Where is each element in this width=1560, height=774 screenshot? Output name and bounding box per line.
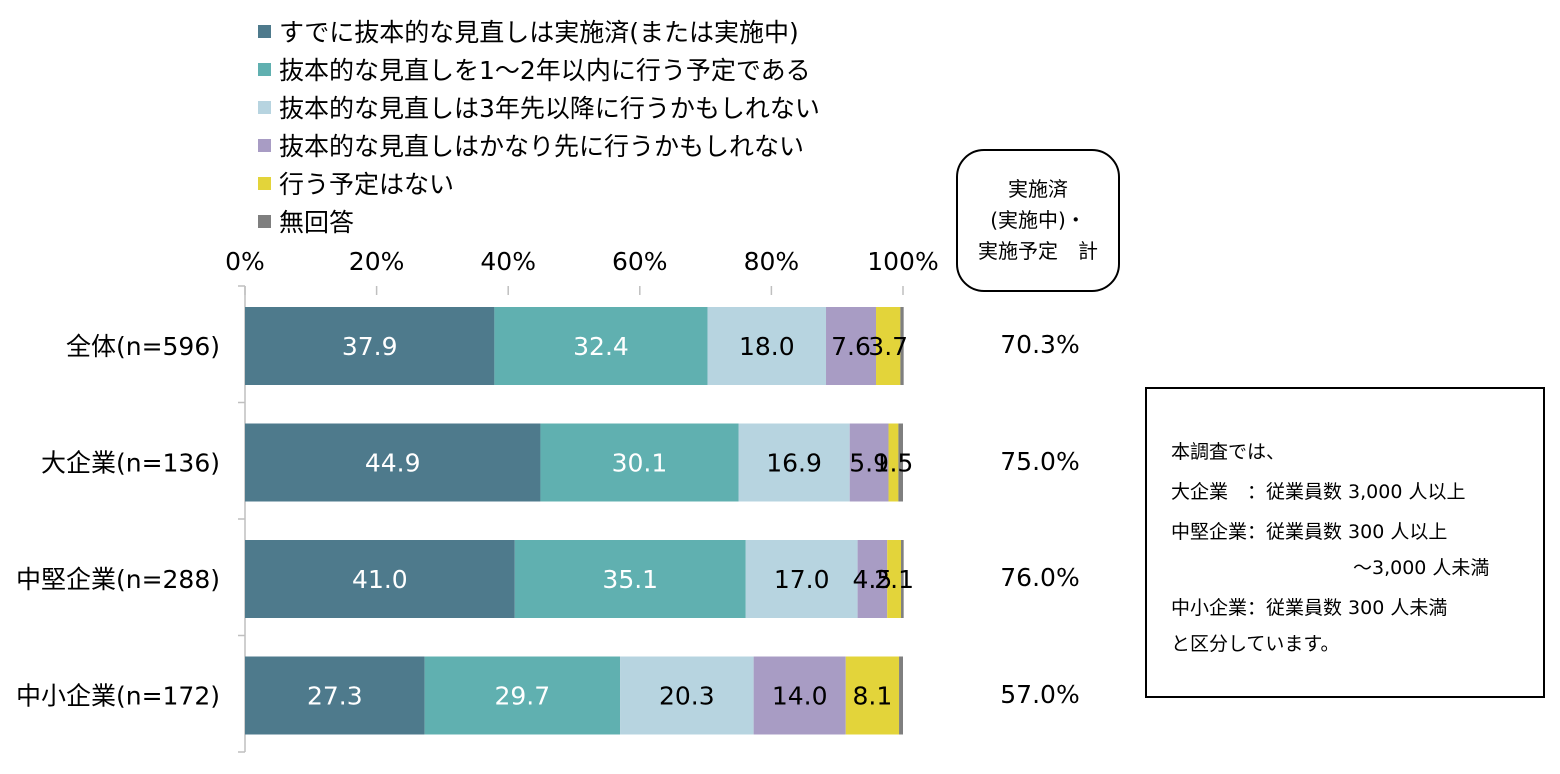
legend-label: すでに抜本的な見直しは実施済(または実施中) <box>279 18 799 47</box>
legend-label: 抜本的な見直しを1～2年以内に行う予定である <box>279 56 811 85</box>
bar-segment <box>245 423 541 502</box>
note-line: 大企業 ：従業員数 3,000 人以上 <box>1171 481 1466 503</box>
data-label: 8.1 <box>853 682 893 711</box>
data-label: 41.0 <box>352 565 408 594</box>
category-label: 中小企業(n=172) <box>16 682 220 711</box>
bar-segment <box>494 307 708 385</box>
category-label: 全体(n=596) <box>66 332 220 361</box>
data-label: 27.3 <box>307 682 363 711</box>
x-tick-label: 0% <box>225 247 265 276</box>
legend-swatch <box>258 62 271 76</box>
total-value: 57.0% <box>1000 680 1080 709</box>
bar-segment <box>899 656 903 735</box>
x-tick-label: 100% <box>867 247 938 276</box>
x-tick-label: 60% <box>612 247 668 276</box>
labels-layer: 全体(n=596) 37.9 32.4 18.0 7.63.7 大企業(n=136) 44.… <box>16 332 914 711</box>
x-tick-label: 40% <box>480 247 536 276</box>
legend-item: 行う予定はない <box>258 164 820 202</box>
data-label: 29.7 <box>495 682 551 711</box>
bar-segment <box>738 423 850 502</box>
category-label: 大企業(n=136) <box>41 449 220 478</box>
bar-segment <box>753 656 846 735</box>
data-label: 32.4 <box>573 332 629 361</box>
note-line: 中堅企業：従業員数 300 人以上 <box>1171 521 1448 543</box>
legend-label: 抜本的な見直しはかなり先に行うかもしれない <box>279 132 805 161</box>
legend-item: 抜本的な見直しはかなり先に行うかもしれない <box>258 126 820 164</box>
bar-segment <box>620 656 754 735</box>
bar-segment <box>245 540 515 618</box>
legend-label: 抜本的な見直しは3年先以降に行うかもしれない <box>279 94 820 123</box>
bar-segment <box>876 307 901 385</box>
data-label: 2.1 <box>874 565 914 594</box>
total-column-header-text: 実施済 (実施中)・ 実施予定 計 <box>978 177 1098 263</box>
bar-segment <box>745 540 858 618</box>
legend-swatch <box>258 214 271 228</box>
bar-segment <box>857 540 888 618</box>
data-label: 14.0 <box>772 682 828 711</box>
data-label: 16.9 <box>766 449 822 478</box>
data-label: 37.9 <box>342 332 398 361</box>
data-label: 30.1 <box>612 449 668 478</box>
x-tick-label: 20% <box>349 247 405 276</box>
legend-label: 行う予定はない <box>279 170 455 199</box>
note-line: と区分しています。 <box>1171 633 1340 655</box>
bar-segment <box>826 307 877 385</box>
data-label: 44.9 <box>365 449 421 478</box>
category-label: 中堅企業(n=288) <box>16 565 220 594</box>
bar-segment <box>901 540 904 618</box>
note-line: ～3,000 人未満 <box>1353 557 1490 579</box>
data-label: 7.6 <box>831 332 871 361</box>
bar-segment <box>845 656 900 735</box>
legend-swatch <box>258 176 271 190</box>
legend-swatch <box>258 24 271 38</box>
bar-segment <box>849 423 889 502</box>
bar-segment <box>888 423 899 502</box>
total-value: 70.3% <box>1000 330 1080 359</box>
data-label: 1.5 <box>874 449 914 478</box>
bar-segment <box>245 307 495 385</box>
data-label: 18.0 <box>739 332 795 361</box>
bar-segment <box>707 307 827 385</box>
total-value: 76.0% <box>1000 563 1080 592</box>
total-value: 75.0% <box>1000 447 1080 476</box>
axis-layer: 0% 20% 40% 60% 80% 100% <box>225 247 939 753</box>
legend-swatch <box>258 100 271 114</box>
x-tick-label: 80% <box>744 247 800 276</box>
bar-segment <box>900 307 904 385</box>
legend-item: 抜本的な見直しを1～2年以内に行う予定である <box>258 50 820 88</box>
total-column-header: 実施済 (実施中)・ 実施予定 計 <box>956 149 1120 292</box>
data-label: 5.9 <box>849 449 889 478</box>
note-box: 本調査では、 大企業 ：従業員数 3,000 人以上 中堅企業：従業員数 300… <box>1145 387 1545 698</box>
data-label: 4.5 <box>853 565 893 594</box>
legend-item: 抜本的な見直しは3年先以降に行うかもしれない <box>258 88 820 126</box>
bar-segment <box>887 540 902 618</box>
data-label: 17.0 <box>774 565 830 594</box>
bar-segment <box>540 423 739 502</box>
legend-item: すでに抜本的な見直しは実施済(または実施中) <box>258 12 820 50</box>
legend-label: 無回答 <box>279 208 355 237</box>
bar-segment <box>424 656 621 735</box>
bar-segment <box>898 423 903 502</box>
data-label: 35.1 <box>602 565 658 594</box>
legend-swatch <box>258 138 271 152</box>
data-label: 20.3 <box>659 682 715 711</box>
note-line: 本調査では、 <box>1171 441 1286 463</box>
bar-segment <box>514 540 746 618</box>
bar-segment <box>245 656 425 735</box>
data-label: 3.7 <box>868 332 908 361</box>
note-line: 中小企業：従業員数 300 人未満 <box>1171 597 1448 619</box>
bars-layer <box>245 307 904 735</box>
legend-item: 無回答 <box>258 202 820 240</box>
legend: すでに抜本的な見直しは実施済(または実施中) 抜本的な見直しを1～2年以内に行う… <box>258 12 820 240</box>
